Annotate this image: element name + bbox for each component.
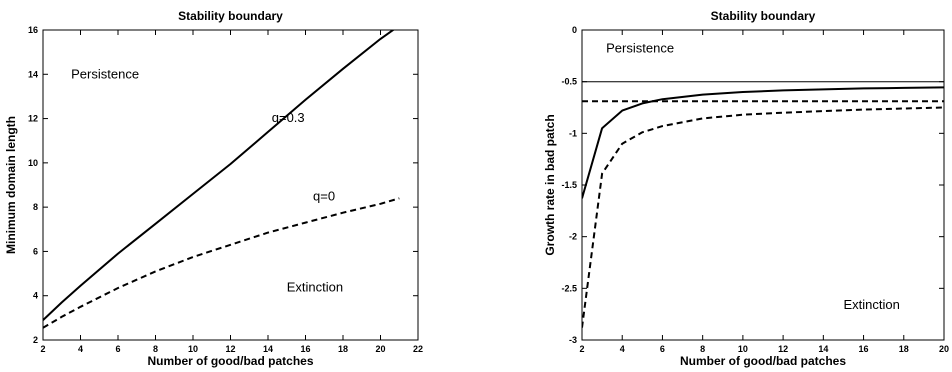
x-tick-label: 16 xyxy=(859,344,869,354)
x-tick-label: 2 xyxy=(579,344,584,354)
right-chart: 2 4 6 8 10 12 14 16 18 20 0 -0.5 -1 -1.5 -2 -2.5 -3 Stabi… xyxy=(543,9,949,368)
x-tick-label: 22 xyxy=(413,344,423,354)
annotation: Persistence xyxy=(71,67,139,82)
y-tick-label: 12 xyxy=(28,114,38,124)
x-tick-label: 6 xyxy=(660,344,665,354)
y-tick-label: 6 xyxy=(33,246,38,256)
series-line-1 xyxy=(582,106,944,328)
y-tick-label: 8 xyxy=(33,202,38,212)
x-tick-label: 8 xyxy=(153,344,158,354)
x-tick-label: 10 xyxy=(188,344,198,354)
chart-title: Stability boundary xyxy=(711,9,816,23)
left-chart: 2 4 6 8 10 12 14 16 18 20 22246810121416Stability … xyxy=(4,9,423,368)
annotation: Extinction xyxy=(287,279,343,294)
x-tick-label: 12 xyxy=(778,344,788,354)
x-tick-label: 18 xyxy=(899,344,909,354)
y-tick-label: -3 xyxy=(569,335,577,345)
x-tick-label: 20 xyxy=(375,344,385,354)
x-tick-label: 2 xyxy=(40,344,45,354)
y-tick-label: 2 xyxy=(33,335,38,345)
x-axis-label: Number of good/bad patches xyxy=(680,354,846,368)
annotation: Extinction xyxy=(843,297,899,312)
y-tick-label: -2 xyxy=(569,232,577,242)
annotation: q=0 xyxy=(313,189,335,204)
y-tick-label: 16 xyxy=(28,25,38,35)
x-tick-label: 20 xyxy=(939,344,949,354)
x-tick-label: 8 xyxy=(700,344,705,354)
series-line-q-0-3 xyxy=(43,30,395,321)
x-tick-label: 18 xyxy=(338,344,348,354)
x-axis-label: Number of good/bad patches xyxy=(147,354,313,368)
chart-title: Stability boundary xyxy=(178,9,283,23)
series-group xyxy=(43,30,400,329)
y-tick-label: 4 xyxy=(33,291,38,301)
x-tick-label: 4 xyxy=(620,344,625,354)
x-tick-label: 10 xyxy=(738,344,748,354)
series-line-q-0 xyxy=(43,197,400,329)
x-tick-label: 14 xyxy=(818,344,828,354)
axes-frame xyxy=(581,29,945,341)
annotation: Persistence xyxy=(606,41,674,56)
y-tick-label: 10 xyxy=(28,158,38,168)
y-tick-label: 14 xyxy=(28,69,38,79)
x-tick-label: 16 xyxy=(300,344,310,354)
y-tick-label: 0 xyxy=(572,25,577,35)
y-tick-label: -1.5 xyxy=(561,180,577,190)
y-tick-label: -2.5 xyxy=(561,283,577,293)
x-tick-label: 6 xyxy=(115,344,120,354)
y-axis-label: Minimum domain length xyxy=(4,116,18,254)
y-tick-label: -1 xyxy=(569,128,577,138)
y-tick-label: -0.5 xyxy=(561,77,577,87)
x-tick-label: 14 xyxy=(263,344,273,354)
y-axis-label: Growth rate in bad patch xyxy=(543,114,557,255)
x-tick-label: 12 xyxy=(225,344,235,354)
series-line-0 xyxy=(582,86,944,199)
annotation: q=0.3 xyxy=(272,110,305,125)
x-tick-label: 4 xyxy=(78,344,83,354)
series-group xyxy=(582,81,944,328)
